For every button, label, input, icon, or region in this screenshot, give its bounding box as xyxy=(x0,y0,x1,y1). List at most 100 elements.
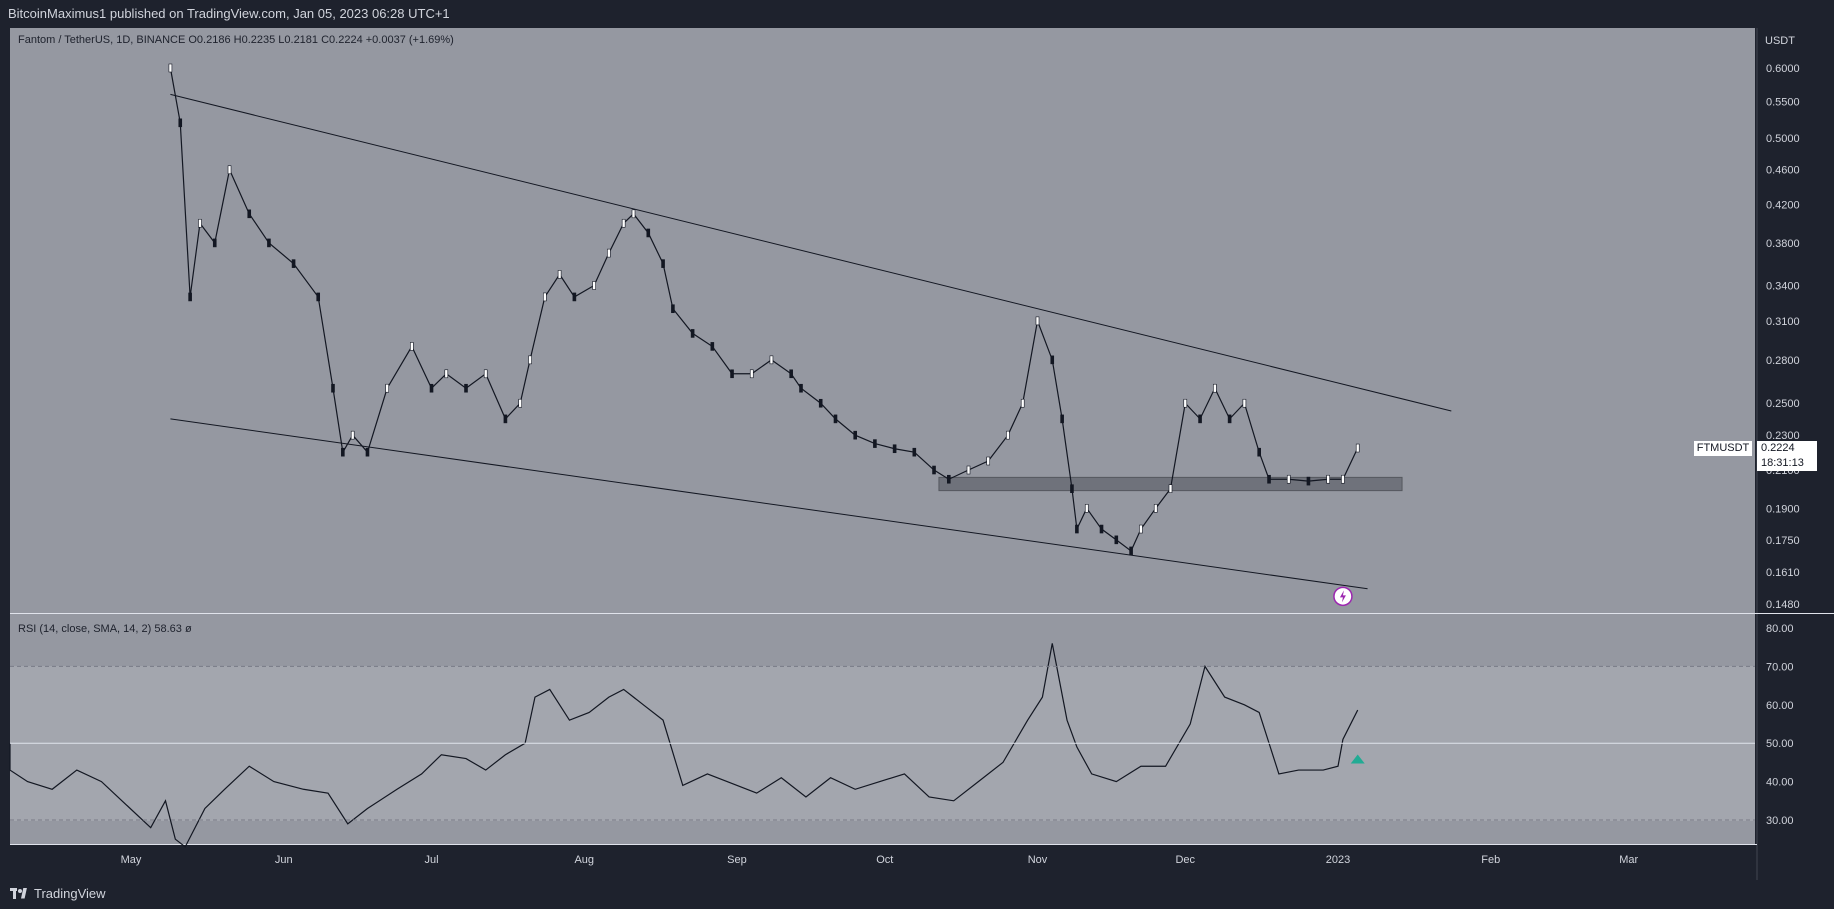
tradingview-logo[interactable]: TradingView xyxy=(10,886,106,901)
price-point xyxy=(947,474,951,484)
price-point xyxy=(168,63,173,73)
price-point xyxy=(1242,398,1247,408)
time-tick-label[interactable]: 2023 xyxy=(1326,854,1350,866)
time-tick-label[interactable]: May xyxy=(121,854,142,866)
rsi-label[interactable]: RSI (14, close, SMA, 14, 2) xyxy=(18,623,152,635)
rsi-hide-symbol[interactable]: ø xyxy=(184,623,192,635)
price-tick-label[interactable]: 0.2300 xyxy=(1766,430,1800,442)
price-tick-label[interactable]: 0.1900 xyxy=(1766,503,1800,515)
symbol-label[interactable]: Fantom / TetherUS, 1D, BINANCE xyxy=(18,34,186,46)
rsi-tick-label[interactable]: 40.00 xyxy=(1766,777,1794,789)
price-point xyxy=(789,369,793,379)
price-series xyxy=(168,63,1360,556)
price-point xyxy=(518,398,522,408)
price-point xyxy=(1035,316,1040,326)
price-point xyxy=(912,447,917,457)
price-point xyxy=(631,209,636,219)
price-point xyxy=(1355,443,1360,453)
price-point xyxy=(444,369,449,379)
trendline-annotations xyxy=(170,93,1452,590)
footer-bar: TradingView xyxy=(0,880,1834,909)
price-tick-label[interactable]: 0.6000 xyxy=(1766,63,1800,75)
price-point xyxy=(1183,398,1188,408)
price-tick-label[interactable]: 0.5000 xyxy=(1766,133,1800,145)
time-tick-label[interactable]: Mar xyxy=(1619,854,1638,866)
price-tick-label[interactable]: 0.2500 xyxy=(1766,398,1800,410)
price-point xyxy=(1070,484,1074,493)
price-tick-label[interactable]: 0.1750 xyxy=(1766,535,1800,547)
current-price: 0.2224 xyxy=(1761,442,1795,454)
time-tick-label[interactable]: Nov xyxy=(1028,854,1048,866)
price-point xyxy=(410,342,414,351)
tradingview-logo-icon xyxy=(10,887,28,900)
price-point xyxy=(1006,430,1010,440)
time-tick-label[interactable]: Jun xyxy=(275,854,293,866)
current-price-tag: 0.2224 18:31:13 xyxy=(1757,441,1817,471)
price-point xyxy=(749,369,754,379)
price-point xyxy=(464,383,468,393)
price-point xyxy=(429,383,434,393)
price-point xyxy=(833,414,838,424)
rsi-tick-label[interactable]: 50.00 xyxy=(1766,738,1794,750)
time-tick-label[interactable]: Jul xyxy=(424,854,438,866)
price-point xyxy=(1084,504,1089,513)
price-tick-label[interactable]: 0.4600 xyxy=(1766,165,1800,177)
rsi-legend: RSI (14, close, SMA, 14, 2) 58.63 ø xyxy=(18,623,192,635)
price-point xyxy=(1257,447,1261,457)
price-point xyxy=(1099,524,1104,534)
price-point xyxy=(572,292,577,302)
price-point xyxy=(1286,474,1291,484)
price-tick-label[interactable]: 0.3800 xyxy=(1766,238,1800,250)
price-point xyxy=(1341,474,1345,484)
price-point xyxy=(710,342,715,351)
price-point xyxy=(671,304,675,314)
price-point xyxy=(1020,398,1025,408)
price-point xyxy=(799,383,803,393)
rsi-tick-label[interactable]: 60.00 xyxy=(1766,700,1794,712)
price-point xyxy=(1075,524,1079,534)
price-point xyxy=(1267,474,1271,484)
price-point xyxy=(247,209,252,219)
price-point xyxy=(607,248,611,258)
time-tick-label[interactable]: Aug xyxy=(574,854,594,866)
price-point xyxy=(350,430,355,440)
price-tick-label[interactable]: 0.3100 xyxy=(1766,316,1800,328)
price-point xyxy=(528,355,532,365)
price-point xyxy=(730,369,734,379)
price-point xyxy=(198,218,202,228)
price-point xyxy=(818,398,823,408)
price-tick-label[interactable]: 0.1610 xyxy=(1766,567,1800,579)
rsi-tick-label[interactable]: 30.00 xyxy=(1766,815,1794,827)
rsi-series xyxy=(9,643,1359,848)
price-point xyxy=(1153,504,1158,513)
price-tick-label[interactable]: 0.3400 xyxy=(1766,281,1800,293)
brand-name: TradingView xyxy=(34,886,106,901)
support-trendline[interactable] xyxy=(170,418,1368,590)
rsi-tick-label[interactable]: 80.00 xyxy=(1766,623,1794,635)
price-point xyxy=(385,383,389,393)
price-tick-label[interactable]: 0.2800 xyxy=(1766,355,1800,367)
time-tick-label[interactable]: Dec xyxy=(1175,854,1195,866)
time-tick-label[interactable]: Oct xyxy=(876,854,893,866)
time-axis: May Jun Jul Aug Sep Oct Nov Dec 2023 Feb Mar xyxy=(121,854,1639,866)
resistance-trendline[interactable] xyxy=(170,93,1452,412)
price-point xyxy=(1168,484,1173,493)
price-point xyxy=(1227,414,1232,424)
price-tick-label[interactable]: 0.4200 xyxy=(1766,200,1800,212)
rsi-line xyxy=(9,643,1359,848)
price-axis-unit: USDT xyxy=(1765,35,1795,47)
price-pane[interactable] xyxy=(10,28,1755,613)
price-tick-label[interactable]: 0.5500 xyxy=(1766,96,1800,108)
publisher-line: BitcoinMaximus1 published on TradingView… xyxy=(8,6,450,21)
price-point xyxy=(1114,535,1119,545)
price-point xyxy=(331,383,335,393)
price-point xyxy=(592,281,596,290)
price-tick-label[interactable]: 0.1480 xyxy=(1766,599,1800,611)
price-point xyxy=(365,447,370,457)
time-tick-label[interactable]: Sep xyxy=(727,854,747,866)
price-point xyxy=(227,165,232,175)
bullish-divergence-icon xyxy=(1350,754,1365,764)
rsi-tick-label[interactable]: 70.00 xyxy=(1766,661,1794,673)
time-tick-label[interactable]: Feb xyxy=(1481,854,1500,866)
ticker-tag: FTMUSDT xyxy=(1694,441,1752,456)
